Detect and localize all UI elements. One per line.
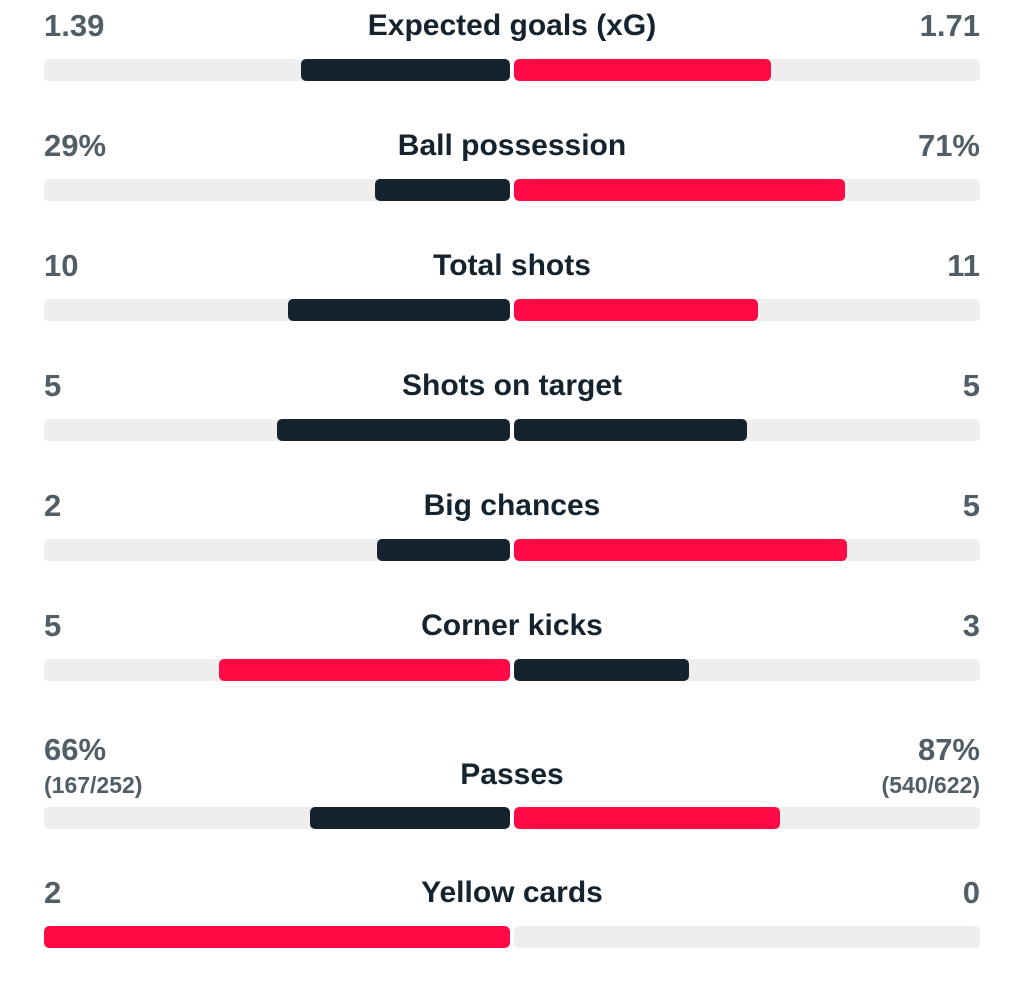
home-bar xyxy=(309,807,510,829)
away-value: 1.71 xyxy=(919,8,980,43)
home-bar-track xyxy=(44,926,510,948)
home-bar-track xyxy=(44,419,510,441)
away-bar-track xyxy=(514,807,980,829)
home-bar xyxy=(218,659,510,681)
home-value: 10 xyxy=(44,248,79,283)
stat-label: Corner kicks xyxy=(421,609,603,642)
away-bar xyxy=(514,59,772,81)
away-bar-track xyxy=(514,299,980,321)
away-value: 5 xyxy=(962,368,980,403)
home-bar-track xyxy=(44,807,510,829)
stat-row-shots-on-target: 5 Shots on target 5 xyxy=(44,360,980,450)
away-bar xyxy=(514,807,780,829)
away-bar xyxy=(514,179,845,201)
away-bar xyxy=(514,419,747,441)
stat-label: Shots on target xyxy=(401,369,622,402)
home-bar-track xyxy=(44,539,510,561)
home-bar xyxy=(288,299,510,321)
away-bar-track xyxy=(514,179,980,201)
away-bar xyxy=(514,539,847,561)
home-bar-track xyxy=(44,179,510,201)
home-value: 5 xyxy=(44,608,62,643)
stat-label: Yellow cards xyxy=(421,876,603,909)
home-bar xyxy=(44,926,510,948)
away-value: 3 xyxy=(962,608,980,643)
home-bar-track xyxy=(44,299,510,321)
home-value: 5 xyxy=(44,368,62,403)
home-bar xyxy=(376,539,510,561)
home-bar-track xyxy=(44,659,510,681)
stat-label: Big chances xyxy=(423,489,601,522)
stat-row-big-chances: 2 Big chances 5 xyxy=(44,480,980,570)
away-bar-track xyxy=(514,59,980,81)
away-value: 87% xyxy=(917,732,980,767)
away-bar-track xyxy=(514,539,980,561)
home-bar xyxy=(301,59,510,81)
away-value: 71% xyxy=(917,128,980,163)
home-bar xyxy=(374,179,510,201)
home-value: 66% xyxy=(44,732,107,767)
stat-label: Total shots xyxy=(433,249,591,282)
home-value: 1.39 xyxy=(44,8,105,43)
home-value: 2 xyxy=(44,488,62,523)
away-value: 5 xyxy=(962,488,980,523)
home-value: 2 xyxy=(44,875,62,910)
away-bar xyxy=(514,659,689,681)
away-subvalue: (540/622) xyxy=(881,772,980,798)
stat-label: Expected goals (xG) xyxy=(367,9,657,42)
away-bar-track xyxy=(514,659,980,681)
home-subvalue: (167/252) xyxy=(44,772,143,798)
stat-row-ball-possession: 29% Ball possession 71% xyxy=(44,120,980,210)
stat-row-corner-kicks: 5 Corner kicks 3 xyxy=(44,600,980,690)
stat-row-passes: 66% (167/252) Passes 87% (540/622) xyxy=(44,720,980,830)
stat-label: Ball possession xyxy=(397,129,627,162)
home-bar-track xyxy=(44,59,510,81)
stat-row-yellow-cards: 2 Yellow cards 0 xyxy=(44,867,980,957)
home-value: 29% xyxy=(44,128,107,163)
away-bar-track xyxy=(514,419,980,441)
away-bar xyxy=(514,299,759,321)
away-value: 11 xyxy=(947,248,980,283)
home-bar xyxy=(277,419,510,441)
stat-row-total-shots: 10 Total shots 11 xyxy=(44,240,980,330)
stat-row-expected-goals: 1.39 Expected goals (xG) 1.71 xyxy=(44,0,980,90)
stat-label: Passes xyxy=(460,758,564,791)
away-bar-track xyxy=(514,926,980,948)
away-value: 0 xyxy=(962,875,980,910)
